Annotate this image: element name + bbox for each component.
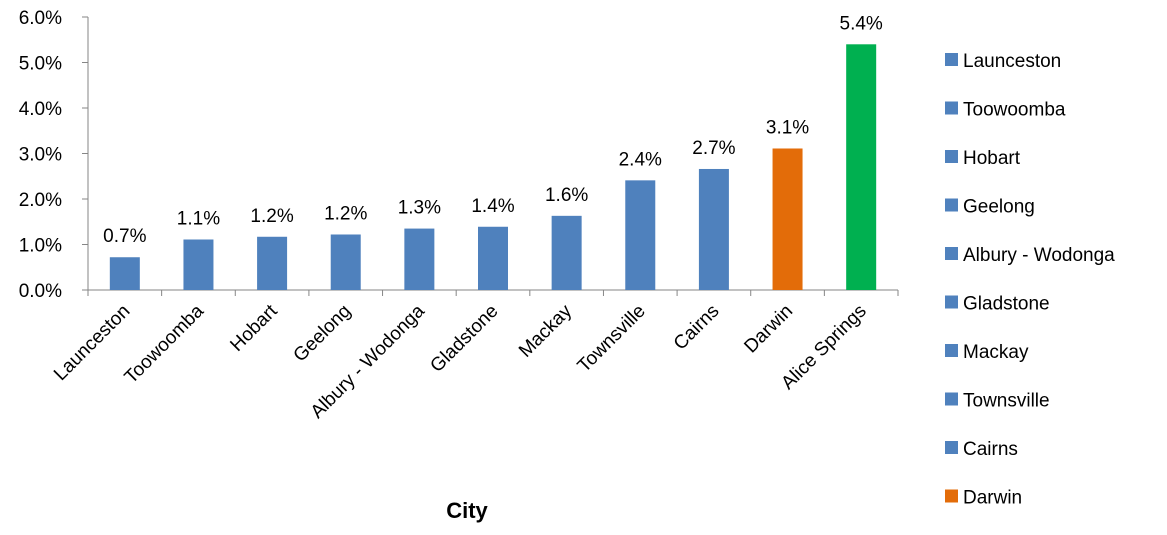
- bar: [772, 148, 803, 290]
- legend-item: Townsville: [945, 391, 1050, 412]
- legend-item: Cairns: [945, 439, 1018, 460]
- category-label: Hobart: [226, 300, 282, 356]
- legend-label: Hobart: [963, 148, 1021, 169]
- legend-swatch: [945, 53, 958, 66]
- category-label: Townsville: [574, 301, 650, 377]
- category-label: Geelong: [290, 301, 356, 367]
- category-label: Mackay: [515, 300, 576, 361]
- legend-label: Albury - Wodonga: [963, 245, 1115, 266]
- y-tick-label: 0.0%: [19, 281, 62, 302]
- category-label: Darwin: [740, 301, 797, 358]
- legend: Launceston Toowoomba Hobart Geelong Albury -…: [945, 51, 1115, 509]
- bar: [846, 44, 877, 290]
- data-label: 1.4%: [471, 196, 514, 217]
- legend-swatch: [945, 392, 958, 406]
- x-axis-title: City: [446, 498, 488, 523]
- data-label: 1.3%: [398, 198, 441, 219]
- legend-item: Mackay: [945, 342, 1029, 363]
- y-tick-label: 4.0%: [19, 99, 62, 120]
- legend-label: Gladstone: [963, 294, 1050, 315]
- y-tick-label: 1.0%: [19, 236, 62, 257]
- bars: [109, 44, 877, 290]
- legend-label: Geelong: [963, 197, 1035, 218]
- x-axis: [87, 289, 899, 296]
- data-label: 5.4%: [840, 13, 883, 34]
- data-label: 3.1%: [766, 117, 809, 138]
- legend-label: Cairns: [963, 439, 1018, 460]
- legend-label: Townsville: [963, 391, 1050, 412]
- legend-item: Toowoomba: [945, 100, 1066, 121]
- y-tick-label: 6.0%: [19, 8, 62, 29]
- legend-swatch: [945, 150, 958, 163]
- bar: [330, 234, 361, 290]
- y-tick-label: 2.0%: [19, 190, 62, 211]
- category-label: Gladstone: [426, 301, 502, 377]
- legend-swatch: [945, 101, 958, 115]
- legend-item: Hobart: [945, 148, 1021, 169]
- bar: [257, 236, 288, 290]
- legend-swatch: [945, 344, 958, 357]
- legend-item: Darwin: [945, 488, 1022, 509]
- category-label: Cairns: [670, 301, 724, 355]
- data-label: 1.1%: [177, 208, 220, 229]
- legend-swatch: [945, 247, 958, 260]
- bar: [183, 239, 214, 290]
- data-labels: 0.7% 1.1% 1.2% 1.2% 1.3% 1.4% 1.6% 2.4% 2.7% 3.1%…: [103, 13, 883, 247]
- data-label: 2.4%: [619, 149, 662, 170]
- data-label: 0.7%: [103, 226, 146, 247]
- legend-label: Darwin: [963, 488, 1022, 509]
- y-tick-label: 5.0%: [19, 54, 62, 75]
- bar: [625, 180, 656, 290]
- legend-item: Launceston: [945, 51, 1061, 72]
- legend-item: Gladstone: [945, 294, 1050, 315]
- legend-item: Albury - Wodonga: [945, 245, 1115, 266]
- data-label: 1.6%: [545, 185, 588, 206]
- data-label: 1.2%: [324, 203, 367, 224]
- legend-item: Geelong: [945, 197, 1035, 218]
- y-tick-label: 3.0%: [19, 145, 62, 166]
- legend-swatch: [945, 489, 958, 503]
- bar: [551, 215, 582, 290]
- legend-label: Launceston: [963, 51, 1061, 72]
- legend-swatch: [945, 198, 958, 212]
- legend-label: Mackay: [963, 342, 1029, 363]
- bar: [109, 257, 140, 290]
- data-label: 2.7%: [692, 138, 735, 159]
- legend-swatch: [945, 441, 958, 454]
- y-axis: 0.0% 1.0% 2.0% 3.0% 4.0% 5.0% 6.0%: [19, 8, 89, 302]
- data-label: 1.2%: [250, 206, 293, 227]
- bar: [698, 168, 729, 290]
- bar: [404, 228, 435, 290]
- legend-label: Toowoomba: [963, 100, 1066, 121]
- category-label: Toowoomba: [121, 300, 209, 388]
- legend-swatch: [945, 295, 958, 309]
- bar: [478, 226, 508, 290]
